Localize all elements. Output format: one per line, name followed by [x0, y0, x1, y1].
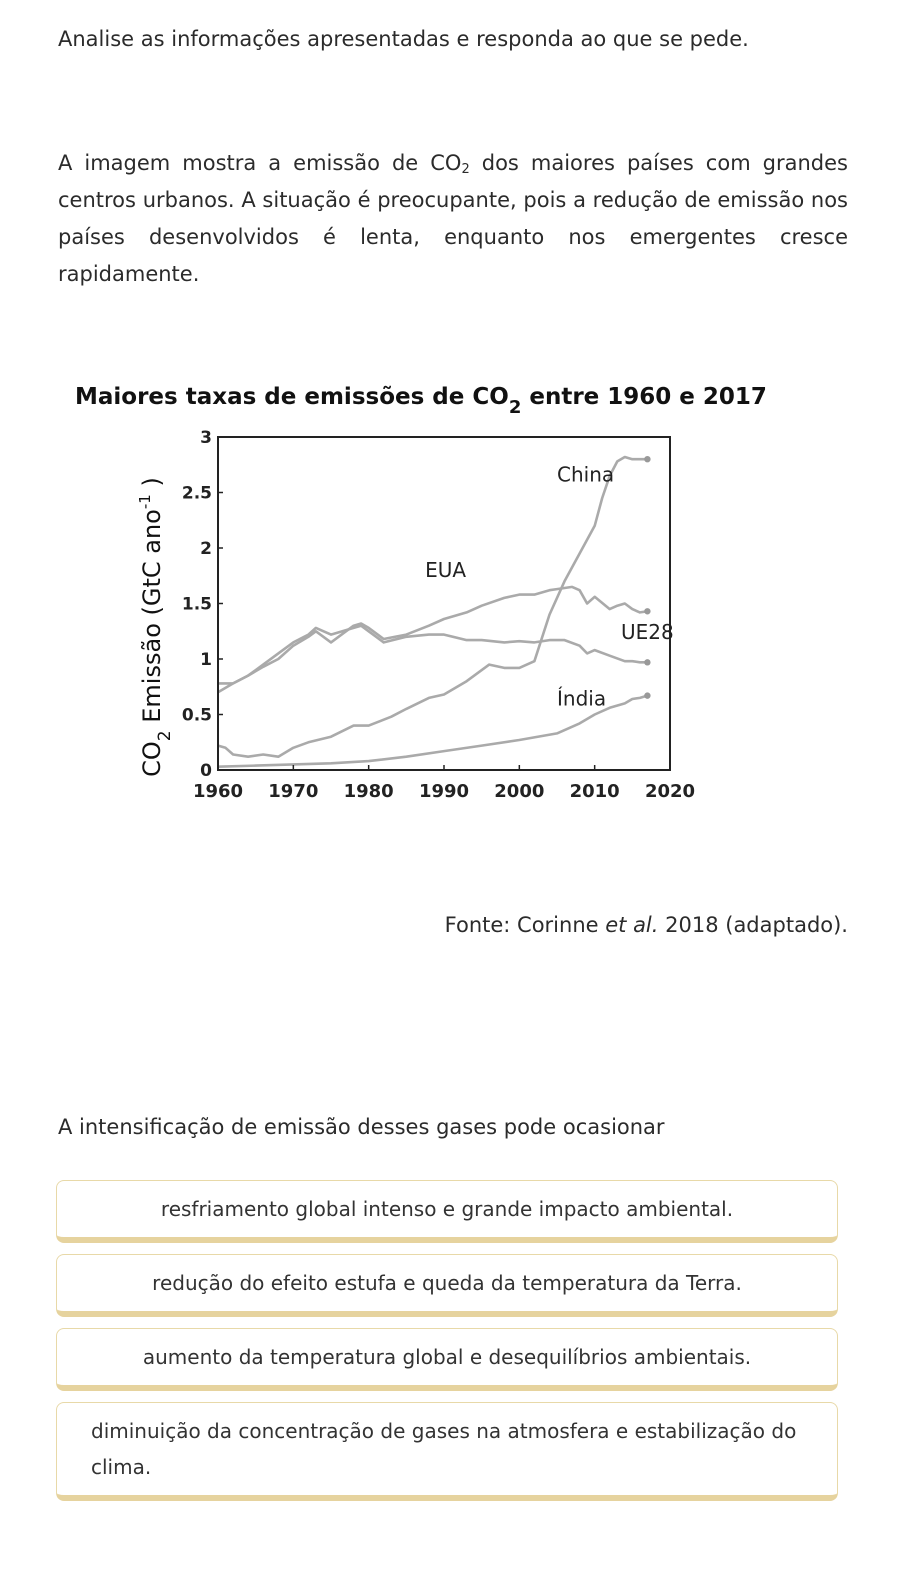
- chart-svg: Maiores taxas de emissões de CO2 entre 1…: [75, 384, 767, 802]
- question-text: A intensificação de emissão desses gases…: [58, 1115, 665, 1139]
- x-tick-label: 1960: [193, 781, 243, 802]
- y-tick-label: 1.5: [182, 595, 212, 615]
- series-line-china: [217, 455, 648, 758]
- x-tick-label: 1970: [268, 781, 318, 802]
- answer-option-3[interactable]: aumento da temperatura global e desequil…: [56, 1328, 838, 1391]
- emissions-chart: Maiores taxas de emissões de CO2 entre 1…: [60, 372, 820, 832]
- y-tick-label: 3: [200, 428, 212, 448]
- answer-options: resfriamento global intenso e grande imp…: [56, 1180, 838, 1512]
- plot-area: 0 0.5 1 1.5 2 2.5 3 1960 1970 1980 1990 2000 2010 202…: [182, 428, 695, 802]
- y-tick-label: 0.5: [182, 706, 212, 726]
- y-tick-label: 0: [200, 761, 212, 781]
- series-end-marker-eua: [644, 608, 651, 615]
- series-label-ue28: UE28: [621, 620, 674, 644]
- y-axis-label: CO2 Emissão (GtC ano-1 ): [136, 477, 175, 777]
- answer-option-2[interactable]: redução do efeito estufa e queda da temp…: [56, 1254, 838, 1317]
- series-label-índia: Índia: [557, 687, 606, 711]
- series-line-eua: [218, 585, 648, 685]
- series-line-ue28: [217, 624, 648, 694]
- series-end-marker-ue28: [644, 659, 651, 666]
- series-end-marker-china: [644, 456, 651, 463]
- series-line-índia: [217, 694, 648, 768]
- x-tick-label: 2020: [645, 781, 695, 802]
- series-label-china: China: [557, 462, 614, 486]
- context-paragraph: A imagem mostra a emissão de CO2 dos mai…: [58, 151, 849, 286]
- x-tick-label: 2000: [494, 781, 544, 802]
- y-tick-label: 1: [200, 650, 212, 670]
- source-citation: Fonte: Corinne et al. 2018 (adaptado).: [444, 913, 848, 937]
- series-end-marker-índia: [644, 692, 651, 699]
- x-tick-label: 2010: [570, 781, 620, 802]
- x-tick-label: 1980: [344, 781, 394, 802]
- chart-title: Maiores taxas de emissões de CO2 entre 1…: [75, 384, 767, 418]
- series-label-eua: EUA: [425, 558, 466, 582]
- answer-option-1[interactable]: resfriamento global intenso e grande imp…: [56, 1180, 838, 1243]
- x-tick-label: 1990: [419, 781, 469, 802]
- y-tick-label: 2: [200, 539, 212, 559]
- instruction-text: Analise as informações apresentadas e re…: [58, 27, 749, 51]
- answer-option-4[interactable]: diminuição da concentração de gases na a…: [56, 1402, 838, 1501]
- y-tick-label: 2.5: [182, 484, 212, 504]
